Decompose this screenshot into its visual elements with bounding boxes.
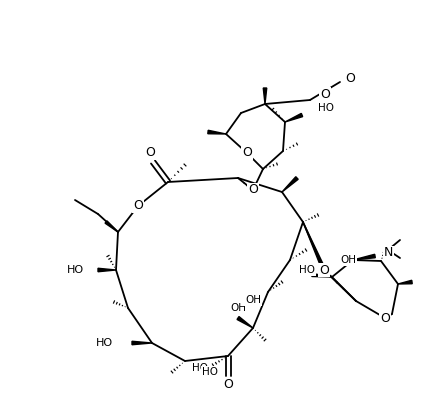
Polygon shape [132,341,152,345]
Text: HO: HO [299,265,315,275]
Text: HO: HO [202,367,218,377]
Text: O: O [133,199,143,212]
Polygon shape [303,222,325,271]
Text: HO: HO [318,103,334,113]
Polygon shape [312,273,332,277]
Polygon shape [98,268,116,272]
Text: O: O [248,183,258,196]
Text: HO: HO [96,338,113,348]
Text: HO: HO [192,363,208,373]
Text: O: O [319,263,329,277]
Text: HO: HO [67,265,84,275]
Text: O: O [380,312,390,325]
Polygon shape [398,280,412,284]
Polygon shape [353,254,375,260]
Polygon shape [237,316,253,328]
Polygon shape [105,221,118,232]
Text: N: N [384,247,393,259]
Polygon shape [285,113,302,122]
Text: O: O [242,146,252,159]
Text: O: O [145,146,155,159]
Polygon shape [208,130,226,134]
Text: OH: OH [245,295,261,305]
Polygon shape [282,177,298,192]
Text: OH: OH [340,255,356,265]
Polygon shape [263,88,267,104]
Text: O: O [345,72,355,85]
Text: O: O [223,377,233,390]
Text: OH: OH [230,303,246,313]
Text: O: O [320,88,330,101]
